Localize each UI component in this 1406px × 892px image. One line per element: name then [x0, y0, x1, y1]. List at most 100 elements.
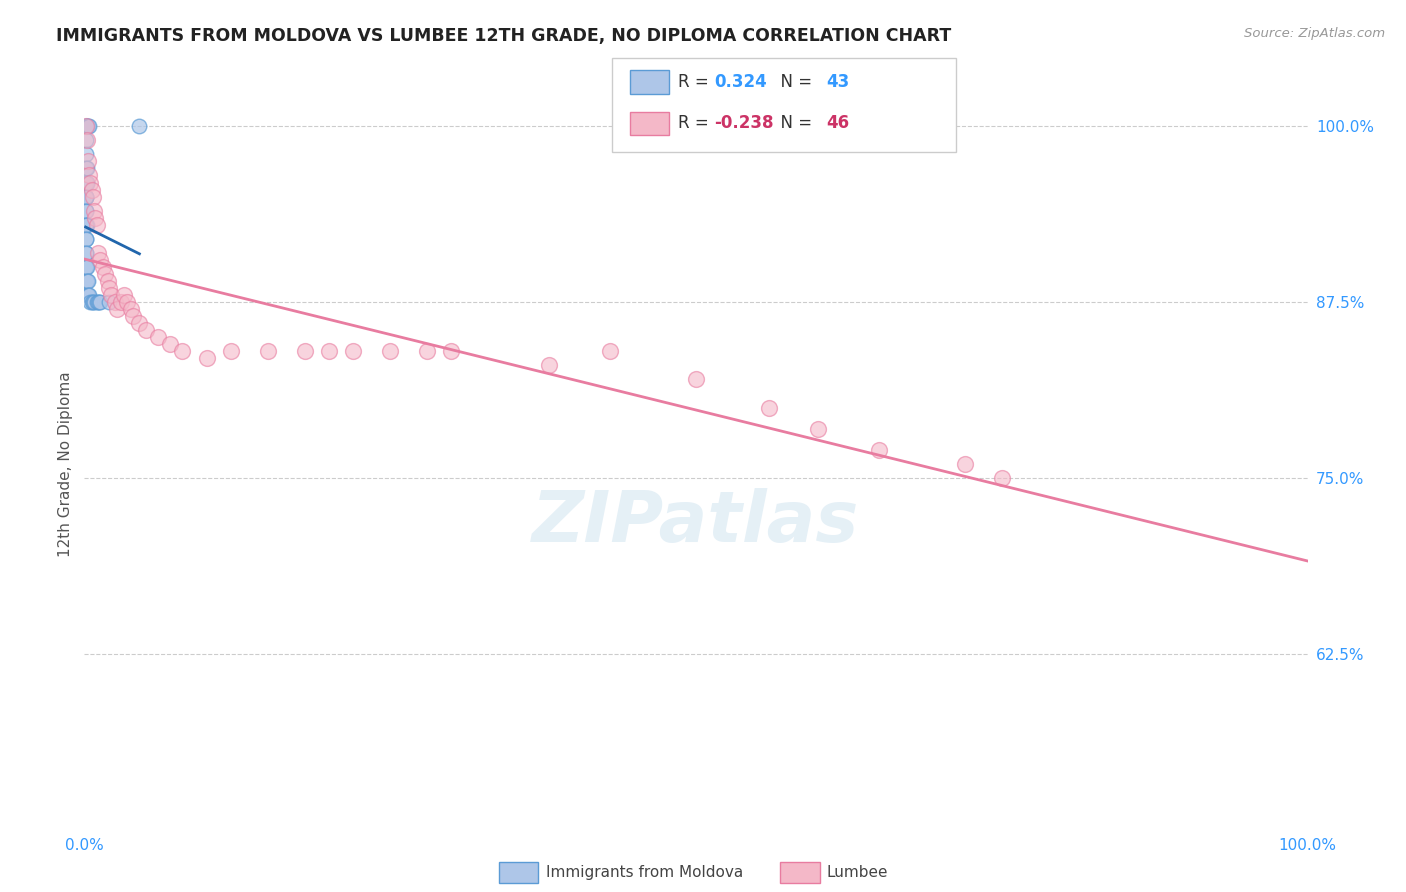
Point — [75, 245, 97, 260]
Point — [257, 344, 280, 359]
Point — [75, 189, 97, 203]
Point — [87, 295, 110, 310]
Point — [86, 218, 108, 232]
Point — [75, 120, 97, 134]
Point — [685, 372, 707, 386]
Point — [294, 344, 316, 359]
Point — [75, 176, 97, 190]
Point — [380, 344, 402, 359]
Point — [318, 344, 340, 359]
Point — [80, 295, 103, 310]
Point — [146, 330, 169, 344]
Point — [75, 203, 97, 218]
Point — [87, 295, 110, 310]
Point — [599, 344, 621, 359]
Point — [112, 288, 135, 302]
Text: Source: ZipAtlas.com: Source: ZipAtlas.com — [1244, 27, 1385, 40]
Point — [75, 120, 97, 134]
Point — [342, 344, 364, 359]
Point — [76, 274, 98, 288]
Point — [120, 302, 142, 317]
Text: 0.324: 0.324 — [714, 73, 768, 91]
Point — [159, 337, 181, 351]
Point — [128, 120, 150, 134]
Point — [75, 120, 97, 134]
Point — [76, 274, 98, 288]
Point — [80, 183, 103, 197]
Point — [77, 169, 100, 183]
Point — [77, 120, 100, 134]
Point — [869, 442, 891, 457]
Point — [195, 351, 218, 366]
Point — [83, 295, 105, 310]
Text: 46: 46 — [827, 114, 849, 132]
Point — [77, 288, 100, 302]
Point — [104, 295, 127, 310]
Text: Lumbee: Lumbee — [827, 865, 889, 880]
Text: IMMIGRANTS FROM MOLDOVA VS LUMBEE 12TH GRADE, NO DIPLOMA CORRELATION CHART: IMMIGRANTS FROM MOLDOVA VS LUMBEE 12TH G… — [56, 27, 952, 45]
Point — [84, 211, 107, 225]
Point — [416, 344, 439, 359]
Point — [75, 161, 97, 176]
Point — [440, 344, 463, 359]
Point — [79, 176, 101, 190]
Point — [75, 133, 97, 147]
Point — [76, 133, 98, 147]
Point — [77, 288, 100, 302]
Point — [122, 309, 145, 323]
Text: N =: N = — [770, 114, 818, 132]
Point — [82, 189, 104, 203]
Point — [75, 260, 97, 274]
Point — [75, 232, 97, 246]
Point — [75, 218, 97, 232]
Point — [77, 288, 100, 302]
Point — [75, 189, 97, 203]
Point — [135, 323, 157, 337]
Point — [100, 288, 122, 302]
Point — [75, 189, 97, 203]
Point — [77, 274, 100, 288]
Text: R =: R = — [678, 114, 714, 132]
Point — [86, 295, 108, 310]
Point — [758, 401, 780, 415]
Text: R =: R = — [678, 73, 714, 91]
Point — [76, 161, 98, 176]
Point — [76, 176, 98, 190]
Point — [953, 457, 976, 471]
Point — [172, 344, 194, 359]
Text: -0.238: -0.238 — [714, 114, 773, 132]
Point — [77, 120, 100, 134]
Point — [75, 232, 97, 246]
Point — [79, 295, 101, 310]
Point — [75, 260, 97, 274]
Point — [110, 295, 132, 310]
Point — [89, 295, 111, 310]
Point — [75, 203, 97, 218]
Text: Immigrants from Moldova: Immigrants from Moldova — [546, 865, 742, 880]
Point — [807, 422, 830, 436]
Point — [76, 218, 98, 232]
Point — [91, 260, 114, 274]
Text: N =: N = — [770, 73, 818, 91]
Point — [538, 359, 561, 373]
Point — [97, 281, 120, 295]
Point — [75, 147, 97, 161]
Point — [77, 154, 100, 169]
Point — [97, 274, 120, 288]
Point — [97, 295, 120, 310]
Point — [89, 252, 111, 267]
Point — [75, 218, 97, 232]
Text: ZIPatlas: ZIPatlas — [533, 488, 859, 557]
Text: 43: 43 — [827, 73, 851, 91]
Point — [115, 295, 138, 310]
Point — [76, 120, 98, 134]
Point — [105, 302, 128, 317]
Point — [82, 295, 104, 310]
Point — [219, 344, 242, 359]
Point — [94, 267, 117, 281]
Point — [75, 245, 97, 260]
Y-axis label: 12th Grade, No Diploma: 12th Grade, No Diploma — [58, 371, 73, 557]
Point — [76, 176, 98, 190]
Point — [991, 471, 1014, 485]
Point — [87, 245, 110, 260]
